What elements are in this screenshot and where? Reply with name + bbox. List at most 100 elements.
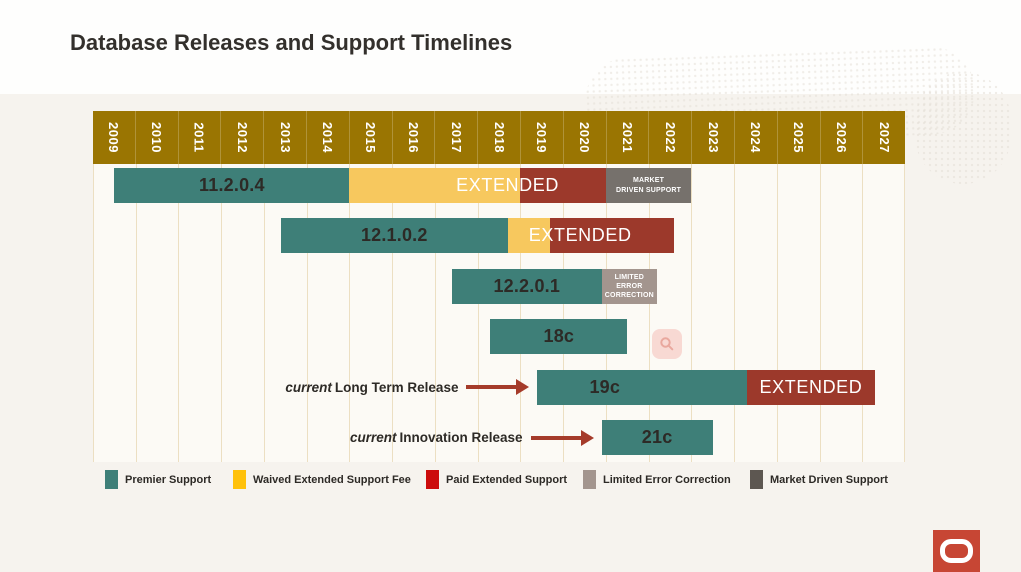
year-tick-label: 2016 — [405, 122, 421, 153]
year-tick-label: 2024 — [748, 122, 764, 153]
legend-label: Paid Extended Support — [446, 473, 568, 486]
extended-label: EXTENDED — [456, 175, 559, 195]
year-tick-2023: 2023 — [692, 111, 735, 164]
annotation-em: current — [350, 430, 397, 445]
annotation-text: Innovation Release — [399, 430, 523, 445]
gridline — [221, 164, 223, 462]
gridline — [776, 164, 778, 462]
year-tick-2009: 2009 — [93, 111, 136, 164]
segment-label: LIMITED ERROR CORRECTION — [604, 273, 654, 299]
year-tick-2026: 2026 — [821, 111, 864, 164]
year-tick-2014: 2014 — [307, 111, 350, 164]
legend-label: Waived Extended Support Fee — [253, 473, 411, 486]
year-tick-2022: 2022 — [649, 111, 693, 164]
arrow-head — [580, 429, 594, 446]
legend-label: Premier Support — [125, 473, 212, 486]
gridline — [819, 164, 821, 462]
bar-19c-paid — [746, 369, 876, 405]
gridline — [135, 164, 137, 462]
legend-item-premier-support: Premier Support — [105, 470, 211, 489]
legend-swatch-icon — [105, 470, 118, 489]
page-title: Database Releases and Support Timelines — [70, 30, 513, 55]
legend-swatch-icon — [750, 470, 763, 489]
release-label: 12.2.0.1 — [493, 275, 561, 296]
year-tick-2025: 2025 — [778, 111, 821, 164]
magnifier-glyph — [660, 337, 674, 351]
bar-11.2.0.4-waived — [349, 168, 521, 203]
legend-label: Limited Error Correction — [603, 473, 731, 486]
year-tick-label: 2010 — [149, 122, 165, 153]
year-tick-label: 2013 — [277, 122, 293, 153]
gridline — [93, 164, 94, 462]
year-tick-2010: 2010 — [136, 111, 179, 164]
year-tick-label: 2014 — [320, 122, 336, 153]
arrow-icon — [530, 429, 594, 446]
gridline — [691, 164, 693, 462]
oracle-o-icon — [940, 539, 973, 563]
year-tick-2018: 2018 — [478, 111, 521, 164]
annotation-label: current Long Term Release — [285, 380, 458, 395]
legend: Premier Support Waived Extended Support F… — [93, 470, 905, 494]
annotation-text: Long Term Release — [334, 379, 459, 395]
release-label: 12.1.0.2 — [360, 225, 428, 246]
year-tick-2021: 2021 — [607, 111, 650, 164]
legend-swatch-icon — [583, 470, 596, 489]
arrow-icon — [466, 379, 530, 396]
segment-label: MARKET DRIVEN SUPPORT — [616, 177, 682, 194]
legend-swatch-icon — [233, 470, 246, 489]
arrow-head — [516, 379, 530, 396]
year-tick-2012: 2012 — [221, 111, 265, 164]
oracle-logo — [933, 530, 980, 572]
extended-label: EXTENDED — [528, 225, 632, 246]
plot-background — [93, 164, 905, 462]
gridline — [520, 164, 522, 462]
gridline — [734, 164, 736, 462]
year-tick-label: 2019 — [534, 122, 550, 153]
search-icon[interactable] — [652, 329, 682, 359]
annotation-19c: current Long Term Release — [285, 370, 530, 405]
timeline-chart: 2009 2010 2011 2012 2013 2014 2015 2016 2017 2018… — [93, 111, 905, 462]
annotation-em: current — [285, 379, 332, 395]
year-tick-label: 2027 — [876, 122, 892, 153]
bar-21c-premier: 21c — [601, 420, 713, 455]
year-tick-2015: 2015 — [350, 111, 393, 164]
release-label: 21c — [641, 427, 673, 447]
year-tick-2020: 2020 — [564, 111, 607, 164]
gridline — [392, 164, 394, 462]
bar-11.2.0.4-market: MARKET DRIVEN SUPPORT — [605, 168, 692, 203]
bar-12.1.0.2-paid — [550, 218, 675, 254]
year-tick-label: 2017 — [448, 122, 464, 153]
gridline — [862, 164, 864, 462]
arrow-shaft — [466, 385, 517, 390]
legend-item-limited-error-correction: Limited Error Correction — [583, 470, 731, 489]
bar-12.2.0.1-limited: LIMITED ERROR CORRECTION — [601, 268, 658, 304]
legend-label: Market Driven Support — [770, 473, 888, 486]
year-tick-2019: 2019 — [521, 111, 564, 164]
year-tick-2017: 2017 — [435, 111, 479, 164]
bar-11.2.0.4-paid — [520, 168, 606, 203]
legend-item-market-driven-support: Market Driven Support — [750, 470, 888, 489]
gridline — [306, 164, 308, 462]
release-label: 18c — [543, 326, 575, 347]
arrow-shaft — [530, 435, 581, 440]
bar-12.1.0.2-waived — [507, 218, 551, 254]
annotation-label: current Innovation Release — [350, 430, 523, 445]
gridline — [263, 164, 265, 462]
bar-18c-premier: 18c — [490, 319, 628, 355]
gridline — [605, 164, 607, 462]
legend-swatch-icon — [426, 470, 439, 489]
year-tick-2027: 2027 — [863, 111, 905, 164]
year-axis: 2009 2010 2011 2012 2013 2014 2015 2016 2017 2018… — [93, 111, 905, 164]
legend-item-paid-extended-support: Paid Extended Support — [426, 470, 567, 489]
gridline — [477, 164, 479, 462]
year-tick-label: 2023 — [705, 122, 721, 153]
year-tick-label: 2018 — [491, 122, 507, 153]
gridline — [563, 164, 565, 462]
gridline — [178, 164, 180, 462]
year-tick-2016: 2016 — [393, 111, 436, 164]
release-label: 11.2.0.4 — [199, 175, 265, 195]
gridline — [904, 164, 905, 462]
year-tick-2011: 2011 — [179, 111, 222, 164]
gridline — [648, 164, 650, 462]
bar-19c-premier: 19c — [537, 369, 747, 405]
